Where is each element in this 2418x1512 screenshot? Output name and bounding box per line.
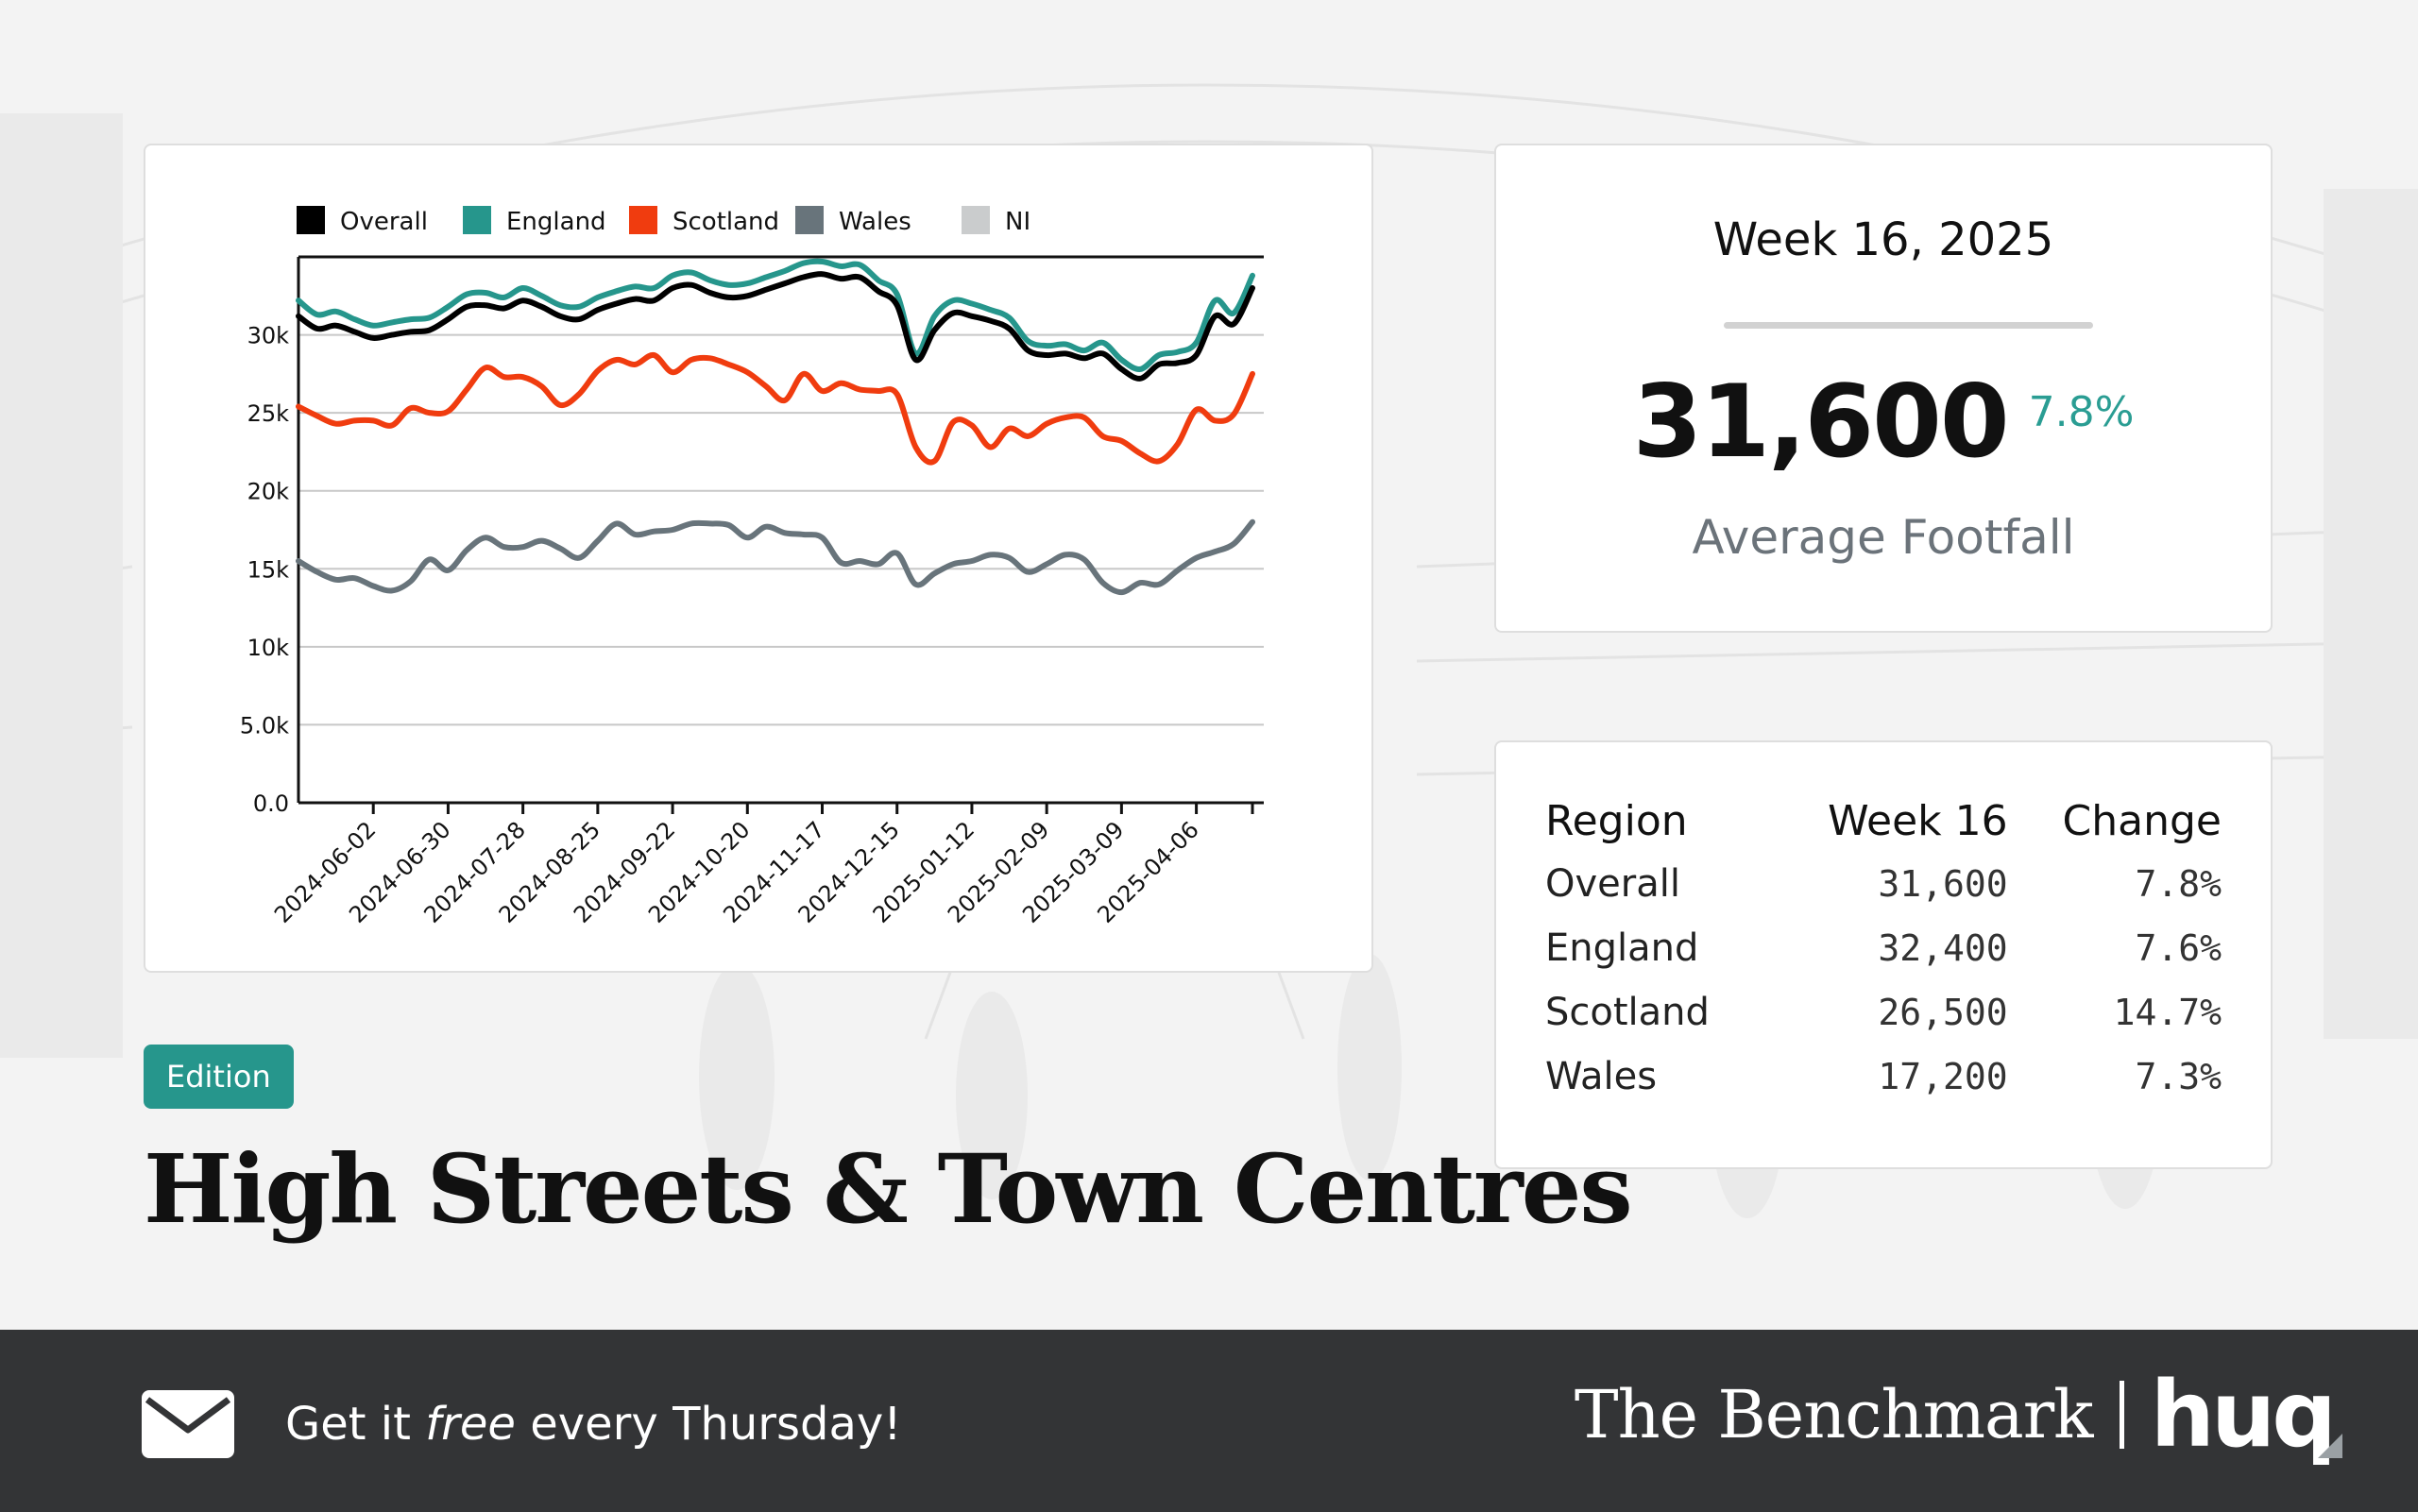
region-week-value: 31,600 [1878, 863, 2008, 905]
region-change: 7.6% [2135, 927, 2222, 969]
cta-suffix: every Thursday! [530, 1398, 902, 1451]
kpi-divider [1724, 322, 2093, 329]
region-name: Overall [1545, 862, 1680, 906]
column-header-change: Change [2062, 797, 2222, 845]
kpi-card: Week 16, 2025 31,600 7.8% Average Footfa… [1494, 144, 2273, 633]
region-change: 14.7% [2113, 992, 2222, 1033]
table-row: Wales 17,200 7.3% [1545, 1045, 2222, 1110]
table-row: Overall 31,600 7.8% [1545, 853, 2222, 917]
legend-label-ni: NI [1005, 208, 1030, 236]
footfall-line-chart: 0.05.0k10k15k20k25k30k2024-06-022024-06-… [240, 206, 1264, 928]
y-tick-label: 5.0k [240, 712, 289, 739]
region-week-value: 32,400 [1878, 927, 2008, 969]
page-title: High Streets & Town Centres [144, 1133, 1633, 1245]
region-name: Wales [1545, 1055, 1658, 1098]
cta-emphasis: free [425, 1398, 516, 1451]
legend-label-england: England [506, 208, 606, 236]
footfall-chart-card: 0.0 5.0k 10k 15k 20k 25k 30k 2024-06-02 2024-06-… [144, 144, 1373, 973]
column-header-region: Region [1545, 797, 1688, 845]
table-row: England 32,400 7.6% [1545, 917, 2222, 981]
kpi-value: 31,600 [1632, 364, 2010, 480]
legend-swatch-scotland [629, 206, 657, 234]
edition-badge: Edition [144, 1045, 294, 1109]
region-name: Scotland [1545, 991, 1710, 1034]
y-tick-label: 20k [247, 479, 290, 505]
footer-bar: Get it free every Thursday! The Benchmar… [0, 1330, 2418, 1512]
legend-swatch-overall [297, 206, 325, 234]
region-table: Region Week 16 Change Overall 31,600 7.8… [1545, 797, 2222, 1110]
cta-prefix: Get it [285, 1398, 411, 1451]
series-line-scotland [296, 351, 1255, 466]
region-change: 7.8% [2135, 863, 2222, 905]
y-tick-label: 0.0 [253, 790, 289, 817]
table-row: Scotland 26,500 14.7% [1545, 981, 2222, 1045]
region-table-card: Region Week 16 Change Overall 31,600 7.8… [1494, 740, 2273, 1169]
envelope-icon[interactable] [142, 1390, 234, 1458]
region-change: 7.3% [2135, 1056, 2222, 1097]
subscribe-cta[interactable]: Get it free every Thursday! [285, 1398, 902, 1451]
y-tick-label: 10k [247, 635, 290, 661]
legend-swatch-ni [962, 206, 990, 234]
kpi-change: 7.8% [2028, 388, 2135, 436]
kpi-week-label: Week 16, 2025 [1712, 213, 2054, 266]
y-tick-label: 30k [247, 323, 290, 349]
region-week-value: 17,200 [1878, 1056, 2008, 1097]
legend-swatch-wales [795, 206, 824, 234]
brand-name: The Benchmark [1574, 1376, 2094, 1453]
series-line-england [296, 258, 1255, 372]
series-line-overall [296, 271, 1255, 382]
legend-swatch-england [463, 206, 491, 234]
legend-label-scotland: Scotland [673, 208, 779, 236]
brand-divider [2119, 1381, 2124, 1449]
huq-logo-text: huq [2150, 1362, 2337, 1468]
column-header-week: Week 16 [1828, 797, 2008, 845]
y-tick-label: 15k [247, 556, 290, 583]
kpi-value-row: 31,600 7.8% [1496, 364, 2271, 480]
series-line-wales [296, 518, 1255, 596]
kpi-label: Average Footfall [1692, 510, 2075, 565]
y-tick-label: 25k [247, 400, 290, 427]
legend-label-overall: Overall [340, 208, 428, 236]
region-name: England [1545, 926, 1699, 970]
region-week-value: 26,500 [1878, 992, 2008, 1033]
huq-logo: huq [2151, 1369, 2342, 1460]
brand-lockup: The Benchmark huq [1574, 1369, 2342, 1460]
legend-label-wales: Wales [839, 208, 911, 236]
table-header-row: Region Week 16 Change [1545, 797, 2222, 853]
